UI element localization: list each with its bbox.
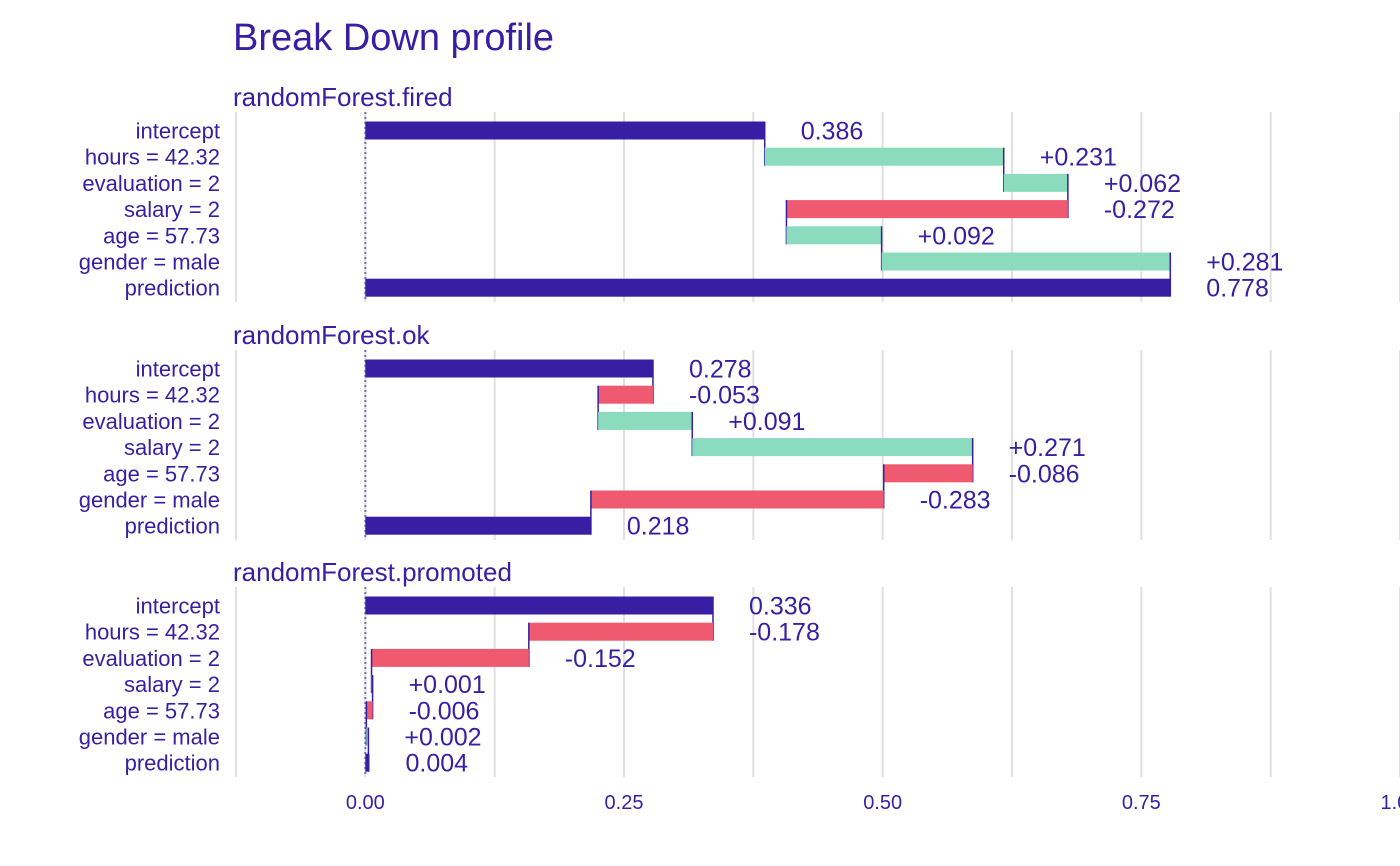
chart-title: Break Down profile [233,17,554,59]
variable-label: salary = 2 [124,672,220,697]
variable-label: intercept [136,119,220,144]
value-label: -0.053 [689,382,760,410]
bar [590,490,884,509]
variable-label: hours = 42.32 [85,620,220,645]
bar [598,385,653,404]
variable-label: evaluation = 2 [82,409,220,434]
variable-label: hours = 42.32 [85,145,220,170]
value-label: -0.006 [409,697,480,725]
value-label: 0.218 [627,513,690,541]
bar [598,411,693,430]
bar [692,438,973,457]
variable-label: gender = male [79,250,220,275]
value-label: -0.272 [1104,196,1175,224]
variable-label: salary = 2 [124,197,220,222]
bar [786,226,882,245]
variable-label: prediction [125,751,220,776]
variable-label: evaluation = 2 [82,646,220,671]
facet-title: randomForest.fired [233,82,453,112]
value-label: +0.062 [1104,170,1181,198]
bar [365,359,653,378]
value-label: +0.271 [1009,434,1086,462]
bar [764,147,1004,166]
value-label: -0.152 [565,645,636,673]
x-tick-label: 0.00 [346,792,385,814]
variable-label: gender = male [79,488,220,513]
value-label: 0.004 [405,750,468,778]
variable-label: hours = 42.32 [85,383,220,408]
variable-label: age = 57.73 [103,461,220,486]
variable-label: evaluation = 2 [82,171,220,196]
bar [365,278,1171,297]
x-tick-label: 0.75 [1122,792,1161,814]
bar [365,753,370,772]
bar [366,701,373,720]
variable-label: prediction [125,514,220,539]
x-tick-label: 0.50 [863,792,902,814]
value-label: +0.281 [1206,249,1283,277]
value-label: 0.386 [801,118,864,146]
variable-label: intercept [136,357,220,382]
variable-label: age = 57.73 [103,223,220,248]
bar [786,200,1068,219]
value-label: 0.278 [689,356,752,384]
variable-label: salary = 2 [124,435,220,460]
facet-title: randomForest.promoted [233,557,512,587]
bar [365,121,765,140]
x-tick-label: 1.00 [1381,792,1400,814]
variable-label: age = 57.73 [103,698,220,723]
value-label: +0.091 [728,408,805,436]
value-label: +0.231 [1040,144,1117,172]
x-tick-label: 0.25 [605,792,644,814]
facet-panel: randomForest.ok intercept 0.278 hours = 42.… [79,320,1400,541]
value-label: -0.086 [1009,460,1080,488]
value-label: -0.283 [920,487,991,515]
value-label: 0.336 [749,593,812,621]
facet-title: randomForest.ok [233,320,431,350]
facet-panel: randomForest.promoted intercept 0.336 hours… [79,557,1400,778]
plot-area: randomForest.fired intercept 0.386 hours = … [79,82,1400,814]
variable-label: intercept [136,594,220,619]
bar [883,464,973,483]
bar [365,596,713,615]
bar [366,727,369,746]
bar [371,648,529,667]
value-label: +0.092 [918,222,995,250]
facet-panel: randomForest.fired intercept 0.386 hours = … [79,82,1400,303]
value-label: 0.778 [1206,275,1269,303]
bar [1003,173,1068,192]
variable-label: prediction [125,276,220,301]
value-label: +0.002 [404,724,481,752]
bar [365,516,591,535]
bar [528,622,713,641]
value-label: -0.178 [749,619,820,647]
bar [881,252,1171,271]
value-label: +0.001 [409,671,486,699]
variable-label: gender = male [79,725,220,750]
